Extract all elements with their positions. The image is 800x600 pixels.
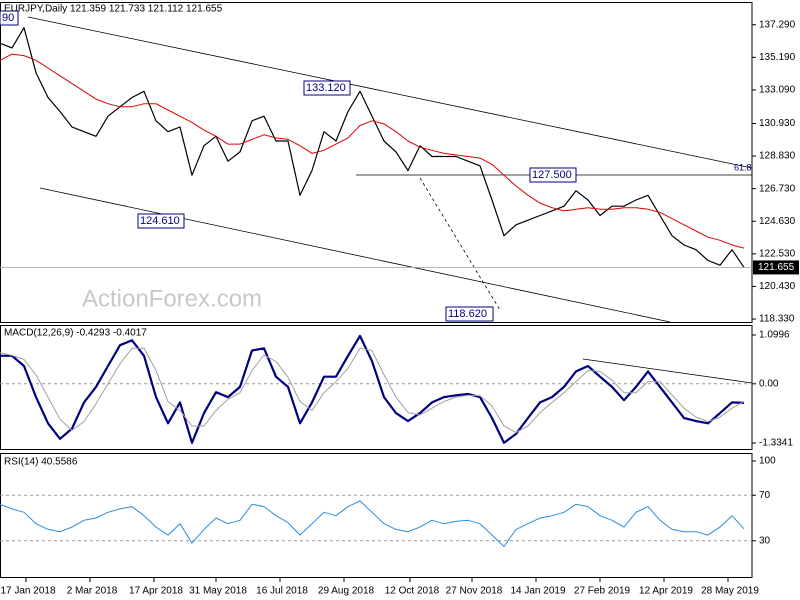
y-tick-label: 30 [759, 535, 771, 546]
y-tick-label: 100 [759, 456, 776, 467]
y-tick-label: 122.530 [759, 248, 796, 259]
panel-title: MACD(12,26,9) -0.4293 -0.4017 [4, 328, 147, 339]
x-tick-label: 28 May 2019 [701, 586, 759, 597]
y-tick-label: 70 [759, 490, 771, 501]
y-tick-label: 128.830 [759, 151, 796, 162]
last-price-box [753, 260, 799, 275]
annotation: 127.500 [532, 169, 572, 181]
x-tick-label: 27 Nov 2018 [446, 586, 503, 597]
channel-lower [39, 187, 671, 323]
x-tick-label: 16 Jul 2018 [256, 586, 308, 597]
series-line [0, 500, 745, 547]
y-tick-label: 133.090 [759, 85, 796, 96]
series-line [0, 347, 745, 434]
y-tick-label: 130.930 [759, 118, 796, 129]
x-tick-label: 17 Apr 2018 [129, 586, 183, 597]
y-tick-label: 124.630 [759, 216, 796, 227]
last-price-label: 121.655 [758, 262, 795, 273]
annotation-box [529, 167, 577, 183]
y-tick-label: 135.190 [759, 52, 796, 63]
y-tick-label: -1.3341 [759, 438, 793, 449]
macd-trendline [582, 358, 753, 384]
watermark: ActionForex.com [82, 285, 262, 312]
annotation-box [137, 213, 185, 229]
fib-line [419, 177, 501, 311]
annotation: 124.610 [140, 215, 180, 227]
series-line [0, 53, 745, 249]
x-tick-label: 12 Oct 2018 [385, 586, 440, 597]
x-tick-label: 17 Jan 2018 [0, 586, 55, 597]
annotation: 90 [2, 12, 14, 24]
annotation-box [0, 10, 19, 26]
panel-title: RSI(14) 40.5586 [4, 457, 78, 468]
y-tick-label: 1.0996 [759, 330, 790, 341]
macd-panel [0, 325, 753, 450]
rsi-panel [0, 453, 753, 578]
chart-title: EURJPY,Daily 121.359 121.733 121.112 121… [4, 4, 223, 15]
x-tick-label: 29 Aug 2018 [318, 586, 375, 597]
annotation: 133.120 [306, 82, 346, 94]
price-panel [0, 2, 753, 323]
channel-upper [27, 16, 753, 169]
series-line [0, 27, 745, 268]
y-tick-label: 118.330 [759, 314, 795, 325]
x-tick-label: 12 Apr 2019 [639, 586, 693, 597]
annotation-box [445, 306, 494, 322]
x-tick-label: 31 May 2018 [189, 586, 247, 597]
annotation: 118.620 [448, 308, 487, 320]
x-tick-label: 14 Jan 2019 [510, 586, 565, 597]
y-tick-label: 137.290 [759, 19, 796, 30]
series-line [0, 334, 745, 444]
annotation: 61.8 [734, 162, 752, 172]
annotation-box [303, 80, 351, 96]
y-tick-label: 0.00 [759, 378, 779, 389]
x-tick-label: 2 Mar 2018 [67, 586, 118, 597]
y-tick-label: 120.430 [759, 281, 796, 292]
x-tick-label: 27 Feb 2019 [574, 586, 631, 597]
y-tick-label: 126.730 [759, 183, 796, 194]
